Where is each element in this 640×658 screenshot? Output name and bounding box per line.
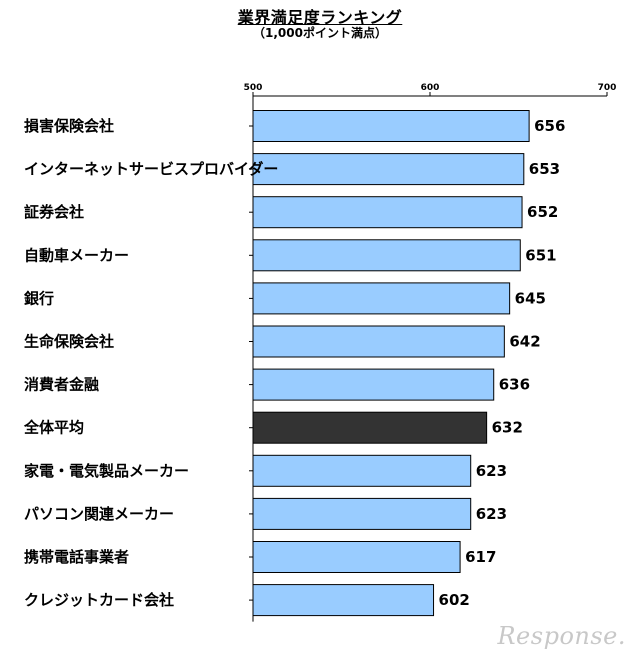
category-label: 銀行: [24, 289, 54, 307]
value-label: 652: [527, 203, 558, 221]
category-label: インターネットサービスプロバイダー: [24, 160, 278, 178]
value-label: 656: [534, 117, 565, 135]
category-label: パソコン関連メーカー: [24, 505, 174, 523]
value-label: 602: [439, 591, 470, 609]
bar: [252, 541, 461, 573]
category-label: 携帯電話事業者: [24, 548, 129, 566]
category-label: 全体平均: [23, 419, 84, 437]
value-label: 645: [515, 289, 546, 307]
x-tick-label: 500: [244, 83, 263, 93]
value-label: 642: [509, 333, 540, 351]
chart-title: 業界満足度ランキング: [237, 8, 403, 27]
x-tick-label: 700: [598, 83, 617, 93]
category-label: 消費者金融: [24, 376, 99, 394]
x-tick-label: 600: [421, 83, 440, 93]
value-label: 632: [492, 419, 523, 437]
value-label: 617: [465, 548, 496, 566]
bar: [252, 368, 495, 401]
value-label: 651: [525, 246, 556, 264]
value-label: 636: [499, 376, 530, 394]
bar: [252, 584, 435, 617]
category-label: 証券会社: [24, 203, 84, 221]
bar: [252, 325, 505, 358]
value-label: 623: [476, 462, 507, 480]
bar: [252, 454, 472, 487]
value-label: 623: [476, 505, 507, 523]
bar-highlight: [252, 411, 488, 444]
value-label: 653: [529, 160, 560, 178]
bar: [252, 497, 472, 530]
response-logo-watermark: Response.: [497, 622, 626, 650]
bar: [252, 239, 521, 272]
category-label: 生命保険会社: [24, 333, 114, 351]
chart-subtitle: （1,000ポイント満点）: [253, 26, 387, 40]
bar: [252, 282, 511, 315]
bar: [252, 110, 530, 142]
category-label: 損害保険会社: [24, 117, 114, 135]
category-label: 家電・電気製品メーカー: [24, 462, 189, 480]
category-label: クレジットカード会社: [24, 591, 174, 609]
bar: [252, 196, 523, 229]
bar: [252, 153, 525, 186]
category-label: 自動車メーカー: [24, 246, 129, 264]
